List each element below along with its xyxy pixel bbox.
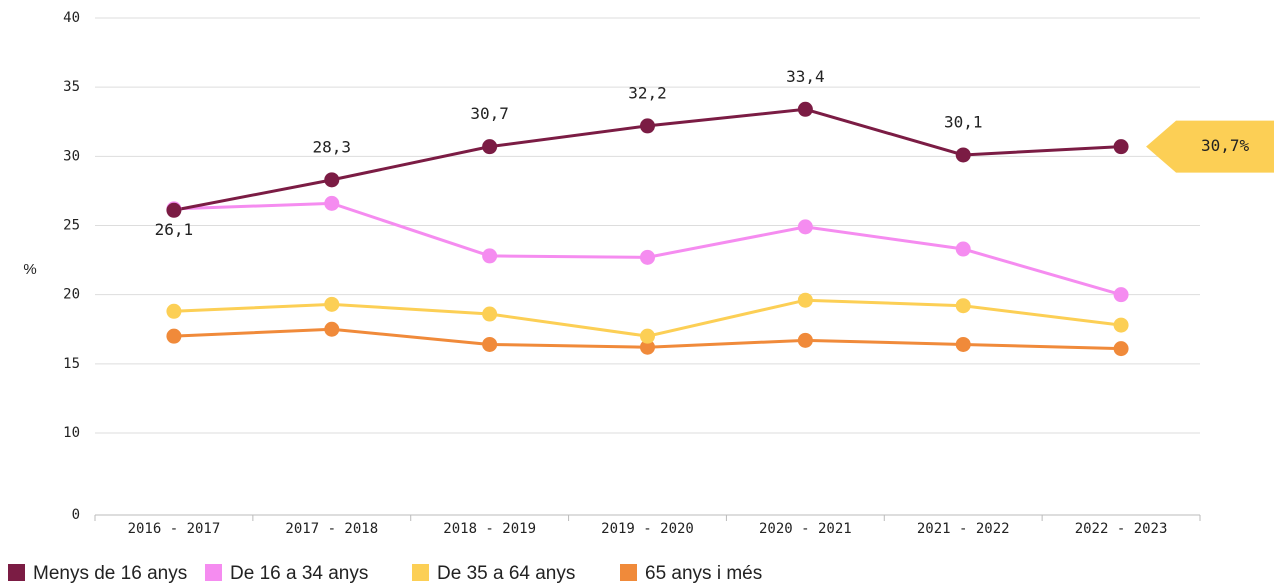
x-tick-label: 2018 - 2019	[443, 521, 536, 537]
data-point	[640, 118, 655, 134]
x-tick-label: 2020 - 2021	[759, 521, 852, 537]
data-label: 30,1	[944, 112, 983, 131]
data-label: 33,4	[786, 67, 825, 86]
legend-swatch	[412, 564, 429, 581]
data-point	[166, 303, 182, 319]
y-axis-label: %	[23, 261, 36, 278]
data-point	[324, 321, 340, 337]
y-tick-label: 40	[63, 10, 80, 26]
data-point	[482, 306, 498, 322]
legend-label: De 35 a 64 anys	[437, 563, 575, 583]
data-label: 32,2	[628, 83, 667, 102]
data-point	[955, 241, 971, 257]
y-tick-label: 25	[63, 218, 80, 234]
data-point	[1113, 341, 1129, 357]
y-tick-label: 0	[72, 507, 80, 523]
data-point	[482, 139, 498, 155]
data-point	[955, 336, 971, 352]
legend-swatch	[8, 564, 25, 581]
y-tick-label: 30	[63, 148, 80, 164]
data-label: 26,1	[155, 220, 194, 239]
data-point	[324, 296, 340, 312]
legend-label: Menys de 16 anys	[33, 563, 187, 583]
data-point	[640, 249, 655, 265]
callout	[1146, 120, 1274, 173]
data-point	[324, 172, 340, 188]
data-point	[640, 339, 655, 355]
data-label: 28,3	[313, 137, 352, 156]
data-label: 30,7	[470, 104, 509, 123]
data-point	[955, 147, 971, 163]
data-point	[482, 248, 498, 264]
legend-swatch	[620, 564, 637, 581]
x-tick-label: 2017 - 2018	[285, 521, 378, 537]
x-tick-label: 2021 - 2022	[917, 521, 1010, 537]
y-tick-label: 15	[63, 356, 80, 372]
data-point	[797, 101, 813, 117]
y-tick-label: 10	[63, 425, 80, 441]
data-point	[640, 328, 655, 344]
y-tick-label: 20	[63, 287, 80, 303]
data-point	[1113, 139, 1129, 155]
data-point	[324, 195, 340, 211]
data-point	[797, 219, 813, 235]
data-point	[1113, 317, 1129, 333]
data-point	[955, 298, 971, 314]
legend-label: De 16 a 34 anys	[230, 563, 368, 583]
legend-label: 65 anys i més	[645, 563, 762, 583]
data-point	[1113, 287, 1129, 303]
y-tick-label: 35	[63, 79, 80, 95]
data-point	[166, 202, 182, 218]
data-point	[797, 332, 813, 348]
data-point	[166, 328, 182, 344]
x-tick-label: 2016 - 2017	[128, 521, 221, 537]
data-point	[797, 292, 813, 308]
data-point	[482, 336, 498, 352]
series-line	[173, 201, 1122, 297]
legend-swatch	[205, 564, 222, 581]
callout-label: 30,7%	[1201, 136, 1250, 155]
x-tick-label: 2019 - 2020	[601, 521, 694, 537]
x-tick-label: 2022 - 2023	[1075, 521, 1168, 537]
